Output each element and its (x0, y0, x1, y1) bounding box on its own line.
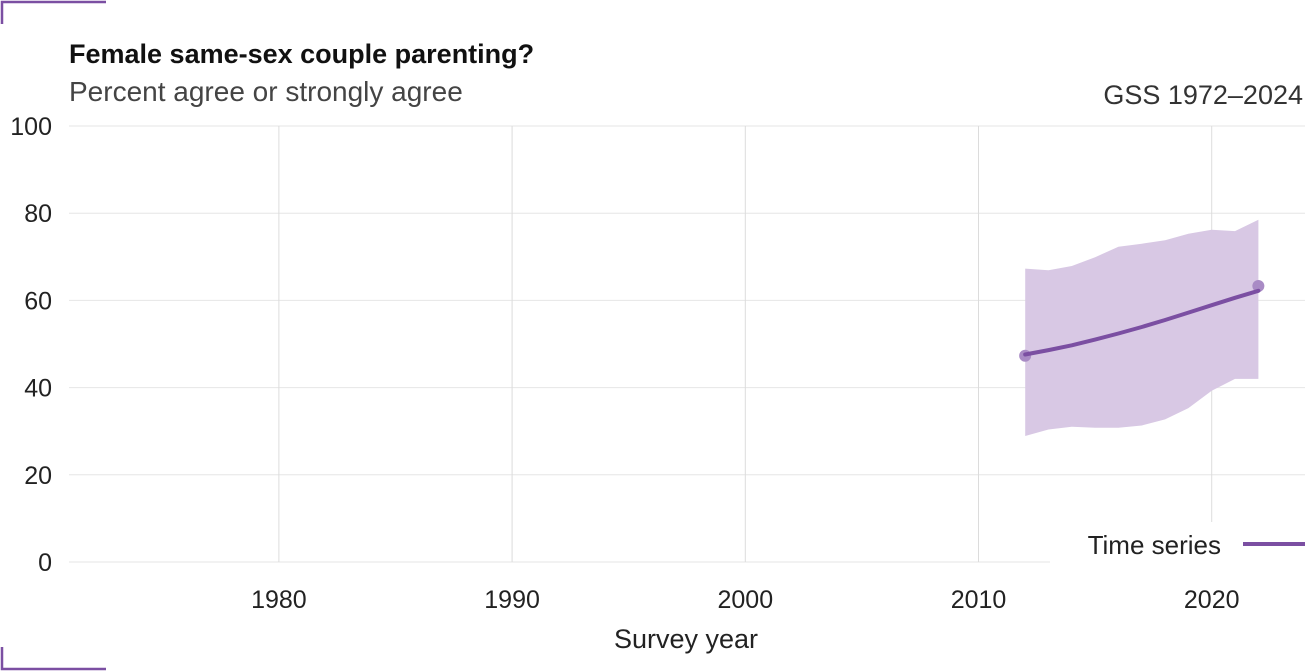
series-line-0 (1023, 288, 1261, 357)
x-tick-label-2020: 2020 (1184, 586, 1240, 614)
gridlines (69, 125, 1305, 563)
x-axis: 1980 1990 2000 2010 2020 (251, 586, 1239, 614)
x-tick-label-1980: 1980 (251, 586, 307, 614)
y-tick-label-60: 60 (24, 287, 52, 315)
x-axis-title: Survey year (614, 624, 758, 654)
chart-title: Female same-sex couple parenting? (69, 39, 534, 69)
legend: Time series (1050, 522, 1305, 568)
y-tick-label-100: 100 (10, 113, 52, 141)
corner-bracket-bottom-left (0, 647, 106, 671)
y-tick-label-0: 0 (38, 549, 52, 577)
data-point-2022 (1252, 280, 1265, 293)
x-tick-label-2000: 2000 (717, 586, 773, 614)
y-tick-label-20: 20 (24, 462, 52, 490)
y-tick-label-80: 80 (24, 200, 52, 228)
plot-area (1019, 219, 1265, 436)
chart-source: GSS 1972–2024 (1103, 80, 1303, 110)
chart-subtitle: Percent agree or strongly agree (69, 76, 463, 107)
legend-label: Time series (1088, 530, 1221, 560)
x-tick-label-1990: 1990 (484, 586, 540, 614)
y-tick-label-40: 40 (24, 375, 52, 403)
y-axis: 0 20 40 60 80 100 (10, 113, 52, 577)
corner-bracket-top-left (0, 0, 106, 24)
x-tick-label-2010: 2010 (951, 586, 1007, 614)
